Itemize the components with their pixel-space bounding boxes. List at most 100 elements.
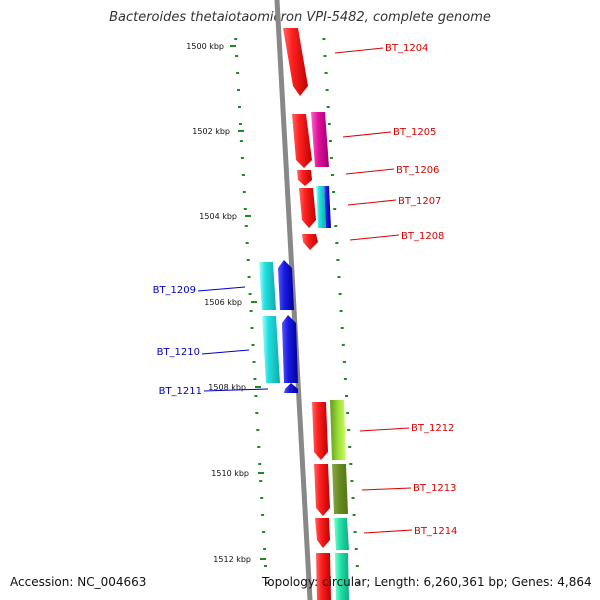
tick-dot <box>340 327 344 329</box>
tick-dot <box>343 378 347 380</box>
tick-dot <box>250 327 254 329</box>
gene-bt1211-blue[interactable] <box>284 383 298 393</box>
tick-dot <box>239 123 242 125</box>
gene-bt1213-arrow[interactable] <box>314 464 330 516</box>
tick-dot <box>240 157 244 159</box>
scale-tick-label: 1502 kbp <box>192 127 230 136</box>
gene-bt1210-blue[interactable] <box>282 315 298 383</box>
leader-line <box>334 47 384 54</box>
tick-dot <box>336 259 340 261</box>
tick-dot <box>235 55 239 57</box>
gene-bt1212-arrow[interactable] <box>312 402 328 460</box>
gene-bt1209-cyan[interactable] <box>259 262 276 310</box>
tick-dot <box>348 446 352 448</box>
accession-text: Accession: NC_004663 <box>10 575 147 589</box>
gene-bt1210-cyan[interactable] <box>262 316 280 383</box>
tick-dot <box>339 310 343 312</box>
gene-bt1208-arrow[interactable] <box>302 234 318 250</box>
tick-dot <box>351 497 355 499</box>
gene-continuation-seafoam <box>335 553 349 600</box>
scale-ticks: 1500 kbp 1502 kbp 1504 kbp 1506 kbp 1508… <box>186 42 266 564</box>
gene-features <box>259 28 349 600</box>
tick-dot <box>333 208 337 210</box>
tick-dot <box>253 378 257 380</box>
tick-dot <box>350 480 354 482</box>
gene-label-bt1214[interactable]: BT_1214 <box>414 526 457 537</box>
gene-bt1207-partner-cyan[interactable] <box>316 186 326 228</box>
gene-bt1209-blue[interactable] <box>278 260 294 310</box>
leader-line <box>203 388 269 392</box>
tick-dot <box>245 242 249 244</box>
gene-label-bt1206[interactable]: BT_1206 <box>396 165 439 176</box>
tick-dot <box>254 395 258 397</box>
tick-dot <box>258 463 262 465</box>
gene-bt1207-partner-blue[interactable] <box>324 186 331 228</box>
gene-bt1214-arrow[interactable] <box>315 518 330 548</box>
tick-dot <box>259 480 263 482</box>
scale-tick-label: 1504 kbp <box>199 212 237 221</box>
gene-bt1207-arrow[interactable] <box>299 188 316 228</box>
tick-dot <box>327 123 331 125</box>
tick-dot <box>346 412 350 414</box>
gene-label-bt1213[interactable]: BT_1213 <box>413 483 456 494</box>
gene-label-bt1205[interactable]: BT_1205 <box>393 127 436 138</box>
tick-dot <box>354 548 358 550</box>
tick-dot <box>342 361 346 363</box>
tick-dot <box>256 429 260 431</box>
tick-dot <box>341 344 345 346</box>
tick-dot <box>338 293 342 295</box>
tick-dot <box>236 72 240 74</box>
scale-tick-label: 1500 kbp <box>186 42 224 51</box>
leader-line <box>347 199 397 206</box>
gene-bt1205-partner[interactable] <box>311 112 329 167</box>
tick-dot <box>237 89 240 91</box>
tick-dot <box>322 38 326 40</box>
gene-bt1204-arrow[interactable] <box>283 28 308 96</box>
leader-line <box>349 234 400 241</box>
tick-dot <box>353 531 357 533</box>
leader-line <box>201 349 250 355</box>
gene-bt1214-partner[interactable] <box>334 518 349 550</box>
scale-tick-label: 1508 kbp <box>208 383 246 392</box>
leader-line <box>361 487 412 491</box>
tick-dot <box>239 140 243 142</box>
gene-label-bt1210[interactable]: BT_1210 <box>157 347 200 358</box>
tick-dots <box>234 38 360 584</box>
tick-dot <box>257 446 261 448</box>
tick-dot <box>337 276 341 278</box>
tick-dot <box>349 463 353 465</box>
tick-dot <box>243 208 247 210</box>
gene-bt1212-partner[interactable] <box>330 400 346 460</box>
tick-dot <box>261 514 265 516</box>
tick-dot <box>246 259 250 261</box>
gene-bt1206-arrow[interactable] <box>297 170 312 186</box>
leader-line <box>359 427 410 432</box>
tick-dot <box>332 191 336 193</box>
gene-bt1213-partner[interactable] <box>332 464 348 514</box>
tick-dot <box>251 344 255 346</box>
tick-dot <box>263 548 267 550</box>
gene-continuation-red <box>316 553 331 600</box>
tick-dot <box>260 497 264 499</box>
gene-label-bt1207[interactable]: BT_1207 <box>398 196 441 207</box>
gene-label-bt1209[interactable]: BT_1209 <box>153 285 196 296</box>
gene-bt1205-arrow[interactable] <box>292 114 312 168</box>
tick-dot <box>252 361 256 363</box>
leader-line <box>197 286 246 292</box>
tick-dot <box>328 140 332 142</box>
page-title: Bacteroides thetaiotaomicron VPI-5482, c… <box>109 10 491 25</box>
tick-dot <box>345 395 348 397</box>
tick-dot <box>352 514 356 516</box>
gene-labels: BT_1204 BT_1205 BT_1206 BT_1207 BT_1208 … <box>153 43 458 537</box>
tick-dot <box>335 242 339 244</box>
tick-dot <box>324 72 328 74</box>
gene-label-bt1208[interactable]: BT_1208 <box>401 231 444 242</box>
gene-label-bt1204[interactable]: BT_1204 <box>385 43 428 54</box>
gene-label-bt1212[interactable]: BT_1212 <box>411 423 454 434</box>
topology-text: Topology: circular; Length: 6,260,361 bp… <box>262 575 592 589</box>
scale-tick-label: 1512 kbp <box>213 555 251 564</box>
tick-dot <box>326 106 330 108</box>
gene-label-bt1211[interactable]: BT_1211 <box>159 386 202 397</box>
